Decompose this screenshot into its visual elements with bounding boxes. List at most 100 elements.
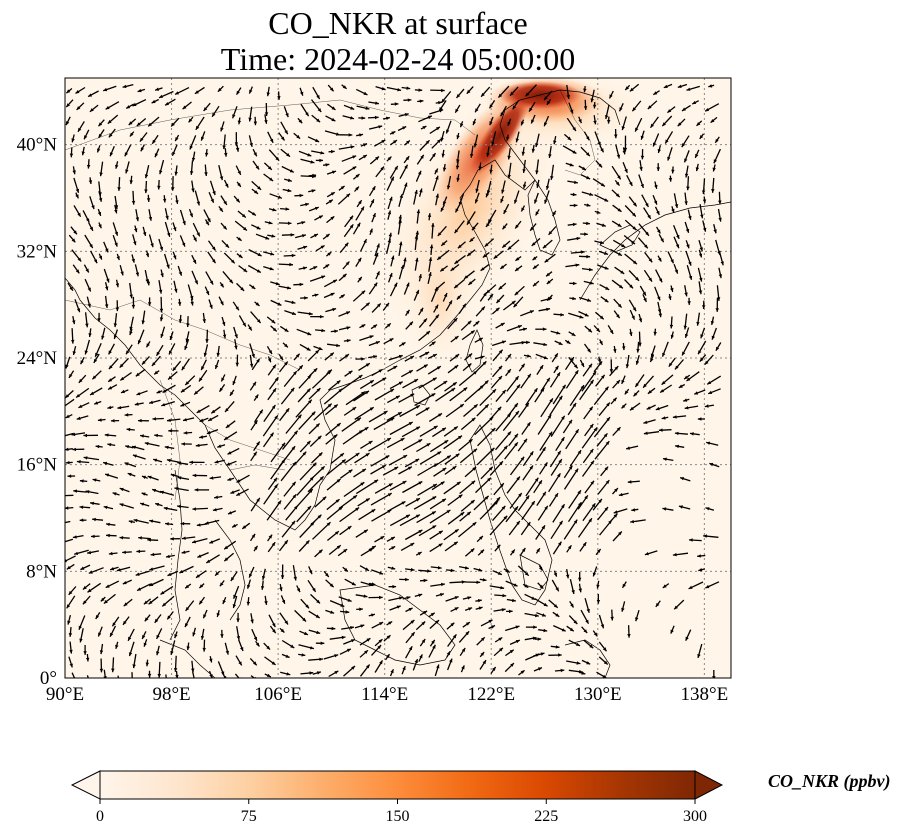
wind-arrow-head — [431, 639, 435, 644]
wind-arrow-head — [709, 462, 714, 467]
wind-arrow-head — [128, 520, 133, 524]
wind-arrow-head — [349, 224, 354, 229]
wind-arrow-head — [124, 152, 128, 157]
wind-arrow-head — [131, 684, 134, 688]
wind-arrow-head — [450, 267, 455, 271]
wind-arrow — [593, 386, 610, 406]
wind-arrow-head — [423, 364, 428, 368]
wind-arrow-head — [162, 602, 167, 607]
wind-arrow-head — [305, 202, 309, 207]
wind-arrow-head — [405, 514, 410, 519]
wind-arrow — [474, 416, 494, 436]
lat-tick-label: 24°N — [17, 348, 58, 369]
wind-arrow-head — [502, 593, 507, 598]
wind-arrow-head — [359, 133, 363, 137]
wind-arrow-head — [126, 427, 131, 432]
wind-arrow-head — [454, 365, 459, 369]
wind-arrow-head — [537, 637, 542, 641]
wind-arrow-head — [380, 536, 385, 540]
wind-arrow-head — [212, 508, 217, 512]
wind-arrow-head — [489, 294, 493, 298]
wind-arrow-head — [260, 586, 265, 590]
wind-arrow-head — [251, 353, 255, 358]
wind-arrow-head — [619, 107, 623, 112]
gridlines — [65, 78, 731, 678]
wind-arrow-head — [418, 274, 422, 278]
wind-arrow-head — [515, 376, 519, 381]
wind-arrow-head — [552, 212, 556, 216]
wind-arrow-head — [92, 375, 97, 380]
wind-arrow-head — [555, 365, 559, 370]
wind-arrow-head — [660, 238, 664, 243]
wind-arrow-head — [617, 175, 621, 180]
wind-arrow-head — [541, 525, 545, 530]
wind-arrow-head — [379, 595, 383, 600]
wind-arrow-head — [371, 509, 376, 513]
wind-arrow-head — [419, 307, 424, 312]
wind-arrow-head — [718, 274, 723, 279]
wind-arrow-head — [415, 498, 420, 502]
wind-arrow-head — [508, 609, 513, 614]
wind-arrow-head — [654, 184, 658, 189]
wind-arrow-head — [151, 99, 156, 104]
wind-arrow-head — [87, 679, 90, 683]
wind-arrow-head — [663, 84, 668, 88]
wind-arrow-head — [320, 245, 325, 249]
wind-arrow-head — [93, 358, 98, 363]
wind-arrow-head — [196, 574, 200, 578]
wind-arrow-head — [561, 437, 565, 442]
wind-arrow-head — [107, 405, 112, 410]
wind-arrow-head — [667, 156, 671, 161]
wind-arrow-head — [571, 332, 576, 336]
wind-arrow-head — [106, 522, 110, 527]
wind-arrow-head — [142, 232, 147, 236]
wind-arrow-head — [180, 403, 185, 407]
wind-arrow-head — [589, 406, 593, 411]
wind-arrow-head — [571, 590, 575, 594]
wind-arrow-head — [589, 424, 594, 428]
wind-arrow-head — [462, 303, 466, 308]
wind-arrow-head — [592, 371, 597, 376]
wind-arrow — [266, 500, 282, 521]
wind-arrow-head — [107, 119, 112, 124]
wind-arrow-head — [174, 288, 178, 293]
lon-tick-label: 130°E — [574, 684, 622, 705]
wind-arrow-head — [256, 269, 261, 273]
wind-arrow-head — [253, 661, 257, 666]
wind-arrow-head — [491, 141, 495, 146]
wind-arrow-head — [431, 393, 436, 397]
wind-arrow-head — [206, 430, 211, 435]
wind-arrow-head — [499, 461, 503, 466]
wind-arrow-head — [415, 230, 420, 235]
wind-arrow-head — [665, 139, 669, 144]
wind-arrow-head — [531, 119, 535, 124]
wind-arrow-head — [254, 545, 258, 550]
wind-arrow-head — [108, 365, 113, 370]
wind-arrow-head — [621, 404, 626, 409]
wind-arrow-head — [535, 143, 539, 147]
wind-arrow-head — [292, 494, 297, 499]
wind-arrow-head — [631, 315, 635, 320]
wind-arrow-head — [353, 495, 357, 499]
wind-arrow-head — [515, 224, 519, 229]
wind-arrow-head — [311, 189, 316, 193]
wind-arrow-head — [319, 158, 323, 163]
wind-arrow-head — [79, 518, 84, 522]
wind-arrow-head — [615, 181, 620, 186]
wind-arrow-head — [336, 423, 341, 427]
wind-arrow — [568, 489, 582, 509]
wind-arrow-head — [418, 530, 423, 534]
wind-arrow-head — [672, 415, 677, 419]
wind-arrow-head — [380, 166, 384, 171]
wind-arrow-head — [212, 259, 216, 264]
wind-arrow — [374, 388, 395, 401]
wind-arrow-head — [266, 645, 270, 650]
wind-arrow-head — [705, 108, 710, 112]
wind-arrow-head — [433, 425, 438, 430]
wind-arrow-head — [560, 668, 565, 673]
wind-arrow-head — [225, 183, 229, 188]
wind-arrow-head — [529, 310, 534, 314]
wind-arrow-head — [405, 156, 410, 161]
wind-arrow-head — [607, 119, 611, 124]
wind-arrow-head — [401, 342, 406, 346]
